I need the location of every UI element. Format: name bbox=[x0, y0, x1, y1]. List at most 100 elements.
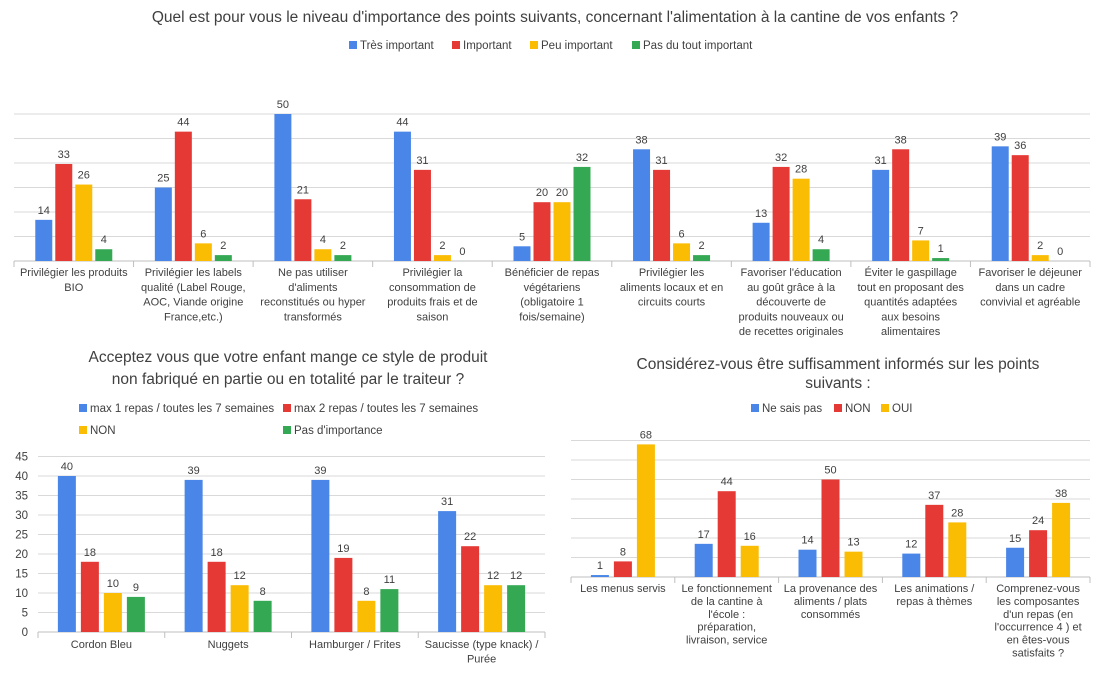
data-label: 22 bbox=[464, 531, 476, 543]
bar bbox=[892, 149, 910, 261]
bar bbox=[717, 491, 736, 577]
bar bbox=[613, 561, 632, 577]
data-label: 20 bbox=[556, 187, 568, 199]
category-label: (obligatoire 1 bbox=[520, 297, 584, 309]
legend-label: NON bbox=[90, 425, 116, 437]
bar bbox=[948, 522, 967, 577]
bar bbox=[80, 561, 99, 632]
bar bbox=[1031, 255, 1049, 261]
data-label: 12 bbox=[905, 539, 917, 551]
data-label: 39 bbox=[188, 465, 200, 477]
bar bbox=[694, 543, 713, 577]
data-label: 38 bbox=[895, 134, 907, 146]
data-label: 12 bbox=[487, 570, 499, 582]
chart-3: Considérez-vous être suffisamment inform… bbox=[570, 356, 1091, 660]
category-label: alimentaires bbox=[881, 326, 941, 338]
category-label: quantités adaptées bbox=[864, 297, 957, 309]
y-tick-label: 15 bbox=[15, 569, 28, 581]
bar bbox=[792, 178, 810, 261]
bar bbox=[35, 219, 53, 261]
legend-swatch bbox=[79, 404, 87, 412]
category-label: Privilégier les labels bbox=[145, 267, 243, 279]
chart-title: non fabriqué en partie ou en totalité pa… bbox=[112, 371, 465, 388]
data-label: 31 bbox=[416, 155, 428, 167]
category-label: Éviter le gaspillage bbox=[864, 266, 956, 279]
data-label: 28 bbox=[951, 507, 963, 519]
category-label: circuits courts bbox=[638, 297, 706, 309]
legend-label: Pas du tout important bbox=[643, 40, 753, 52]
legend-swatch bbox=[79, 426, 87, 434]
data-label: 0 bbox=[459, 246, 465, 258]
category-label: Purée bbox=[467, 654, 496, 666]
chart-title: Quel est pour vous le niveau d'importanc… bbox=[152, 9, 959, 26]
category-label: au goût grâce à la bbox=[747, 282, 836, 294]
category-label: reconstitués ou hyper bbox=[260, 297, 366, 309]
bar bbox=[812, 249, 830, 261]
bar bbox=[912, 240, 930, 261]
bar bbox=[207, 561, 226, 632]
data-label: 31 bbox=[441, 496, 453, 508]
bar bbox=[380, 589, 399, 632]
bar bbox=[438, 511, 457, 632]
data-label: 13 bbox=[755, 208, 767, 220]
category-label: produits nouveaux ou bbox=[739, 311, 844, 323]
data-label: 50 bbox=[277, 99, 289, 111]
legend-swatch bbox=[751, 404, 759, 412]
legend-label: max 2 repas / toutes les 7 semaines bbox=[294, 403, 478, 415]
data-label: 8 bbox=[363, 586, 369, 598]
legend-swatch bbox=[283, 426, 291, 434]
data-label: 39 bbox=[314, 465, 326, 477]
bar bbox=[357, 600, 376, 632]
data-label: 2 bbox=[340, 240, 346, 252]
data-label: 25 bbox=[157, 173, 169, 185]
category-label: d'un repas (en bbox=[1003, 609, 1073, 621]
legend-label: Ne sais pas bbox=[762, 403, 822, 415]
category-label: Le fonctionnement bbox=[681, 583, 772, 595]
bar bbox=[513, 246, 531, 261]
data-label: 36 bbox=[1014, 140, 1026, 152]
legend-swatch bbox=[530, 41, 538, 49]
bar bbox=[932, 258, 950, 261]
category-label: livraison, service bbox=[686, 635, 767, 647]
data-label: 18 bbox=[211, 547, 223, 559]
data-label: 31 bbox=[875, 155, 887, 167]
data-label: 2 bbox=[439, 240, 445, 252]
category-label: consommés bbox=[801, 609, 861, 621]
bar bbox=[533, 202, 551, 261]
data-label: 14 bbox=[801, 535, 813, 547]
data-label: 50 bbox=[824, 465, 836, 477]
category-label: consommation de bbox=[389, 282, 476, 294]
data-label: 12 bbox=[510, 570, 522, 582]
legend-swatch bbox=[881, 404, 889, 412]
bar bbox=[294, 199, 312, 261]
data-label: 4 bbox=[101, 234, 107, 246]
bar bbox=[433, 255, 451, 261]
bar bbox=[507, 585, 526, 632]
data-label: 31 bbox=[655, 155, 667, 167]
data-label: 11 bbox=[384, 574, 395, 586]
bar bbox=[798, 549, 817, 577]
bar bbox=[872, 169, 890, 261]
data-label: 39 bbox=[994, 131, 1006, 143]
y-tick-label: 5 bbox=[22, 608, 28, 620]
data-label: 20 bbox=[536, 187, 548, 199]
data-label: 32 bbox=[775, 152, 787, 164]
data-label: 44 bbox=[721, 476, 733, 488]
category-label: Bénéficier de repas bbox=[505, 267, 600, 279]
category-label: convivial et agréable bbox=[980, 297, 1080, 309]
bar bbox=[633, 149, 651, 261]
data-label: 38 bbox=[1055, 488, 1067, 500]
category-label: Les menus servis bbox=[580, 583, 666, 595]
category-label: l'occurrence 4 ) et bbox=[995, 622, 1082, 634]
bar bbox=[393, 131, 411, 261]
legend-label: max 1 repas / toutes les 7 semaines bbox=[90, 403, 274, 415]
bar bbox=[174, 131, 192, 261]
bar bbox=[184, 479, 203, 632]
legend-label: Peu important bbox=[541, 40, 613, 52]
category-label: satisfaits ? bbox=[1012, 648, 1064, 660]
data-label: 1 bbox=[938, 243, 944, 255]
bar bbox=[821, 479, 840, 577]
bar bbox=[844, 551, 863, 577]
bar bbox=[740, 545, 759, 577]
bar bbox=[772, 166, 790, 261]
